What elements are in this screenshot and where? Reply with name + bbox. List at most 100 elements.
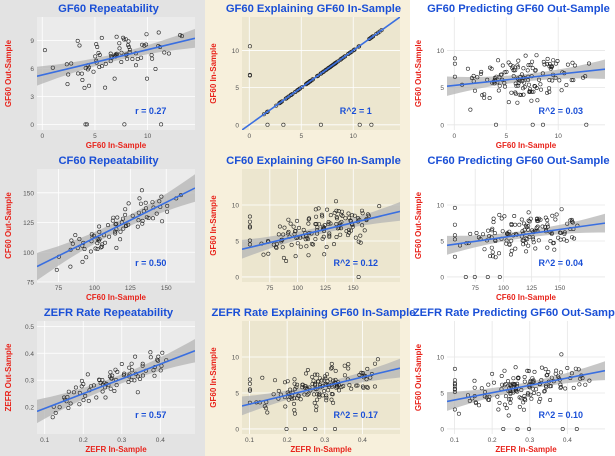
data-point (452, 205, 457, 210)
data-point (103, 395, 108, 400)
data-point (326, 221, 331, 226)
data-point (68, 401, 73, 406)
data-point (127, 44, 132, 49)
data-point (274, 245, 279, 250)
data-point (332, 426, 337, 431)
data-point (502, 402, 507, 407)
data-point (311, 378, 316, 383)
data-point (497, 400, 502, 405)
data-point (534, 53, 539, 58)
data-point (247, 381, 252, 386)
data-point (360, 384, 365, 389)
data-point (280, 245, 285, 250)
data-point (529, 89, 534, 94)
data-point (559, 207, 564, 212)
data-point (512, 381, 517, 386)
data-point (515, 381, 520, 386)
data-point (113, 222, 118, 227)
data-point (574, 426, 579, 431)
x-tick-label: 0.2 (488, 437, 497, 444)
data-point (165, 209, 170, 214)
x-tick-label: 5 (299, 133, 303, 140)
data-point (516, 83, 521, 88)
data-point (357, 44, 362, 49)
data-point (73, 385, 78, 390)
plot-content (447, 205, 605, 279)
data-point (149, 52, 154, 57)
data-point (452, 407, 457, 412)
data-point (452, 378, 457, 383)
data-point (261, 112, 266, 117)
data-point (265, 122, 270, 127)
data-point (334, 235, 339, 240)
data-point (126, 379, 131, 384)
stat-annotation: R^2 = 0.12 (333, 258, 378, 268)
data-point (465, 66, 470, 71)
data-point (336, 59, 341, 64)
data-point (99, 245, 104, 250)
data-point (264, 110, 269, 115)
data-point (508, 391, 513, 396)
data-point (122, 37, 127, 42)
data-point (247, 388, 252, 393)
data-point (496, 251, 501, 256)
data-point (586, 61, 591, 66)
stat-annotation: r = 0.27 (135, 106, 166, 116)
data-point (513, 388, 518, 393)
data-point (564, 83, 569, 88)
data-point (472, 385, 477, 390)
y-tick-label: 5 (235, 390, 239, 397)
data-point (375, 30, 380, 35)
data-point (569, 78, 574, 83)
y-tick-label: 0 (235, 426, 239, 433)
data-point (356, 274, 361, 279)
data-point (535, 224, 540, 229)
data-point (499, 72, 504, 77)
data-point (490, 250, 495, 255)
data-point (114, 245, 119, 250)
data-point (324, 398, 329, 403)
chart-panel: ZEFR Rate Predicting GF60 Out-Sample 0.1 0… (413, 307, 615, 454)
data-point (542, 388, 547, 393)
data-point (94, 395, 99, 400)
data-point (284, 258, 289, 263)
y-tick-label: 9 (30, 38, 34, 45)
data-point (513, 365, 518, 370)
data-point (547, 89, 552, 94)
data-point (520, 238, 525, 243)
data-point (490, 226, 495, 231)
data-point (526, 368, 531, 373)
data-point (136, 218, 141, 223)
data-point (139, 55, 144, 60)
data-point (265, 109, 270, 114)
data-point (311, 242, 316, 247)
data-point (500, 382, 505, 387)
data-point (379, 28, 384, 33)
x-tick-label: 0 (40, 133, 44, 140)
data-point (121, 216, 126, 221)
data-point (85, 372, 90, 377)
y-tick-label: 125 (23, 220, 34, 227)
data-point (527, 87, 532, 92)
data-point (50, 415, 55, 420)
data-point (145, 76, 150, 81)
data-point (547, 78, 552, 83)
data-point (563, 386, 568, 391)
data-point (316, 206, 321, 211)
data-point (542, 389, 547, 394)
data-point (490, 254, 495, 259)
data-point (334, 208, 339, 213)
data-point (468, 231, 473, 236)
data-point (452, 56, 457, 61)
data-point (321, 69, 326, 74)
data-point (572, 63, 577, 68)
data-point (529, 98, 534, 103)
data-point (84, 122, 89, 127)
data-point (118, 229, 123, 234)
y-axis-label: GF60 Out-Sample (414, 191, 423, 259)
data-point (547, 64, 552, 69)
data-point (541, 59, 546, 64)
data-point (247, 225, 252, 230)
data-point (88, 249, 93, 254)
data-point (506, 100, 511, 105)
